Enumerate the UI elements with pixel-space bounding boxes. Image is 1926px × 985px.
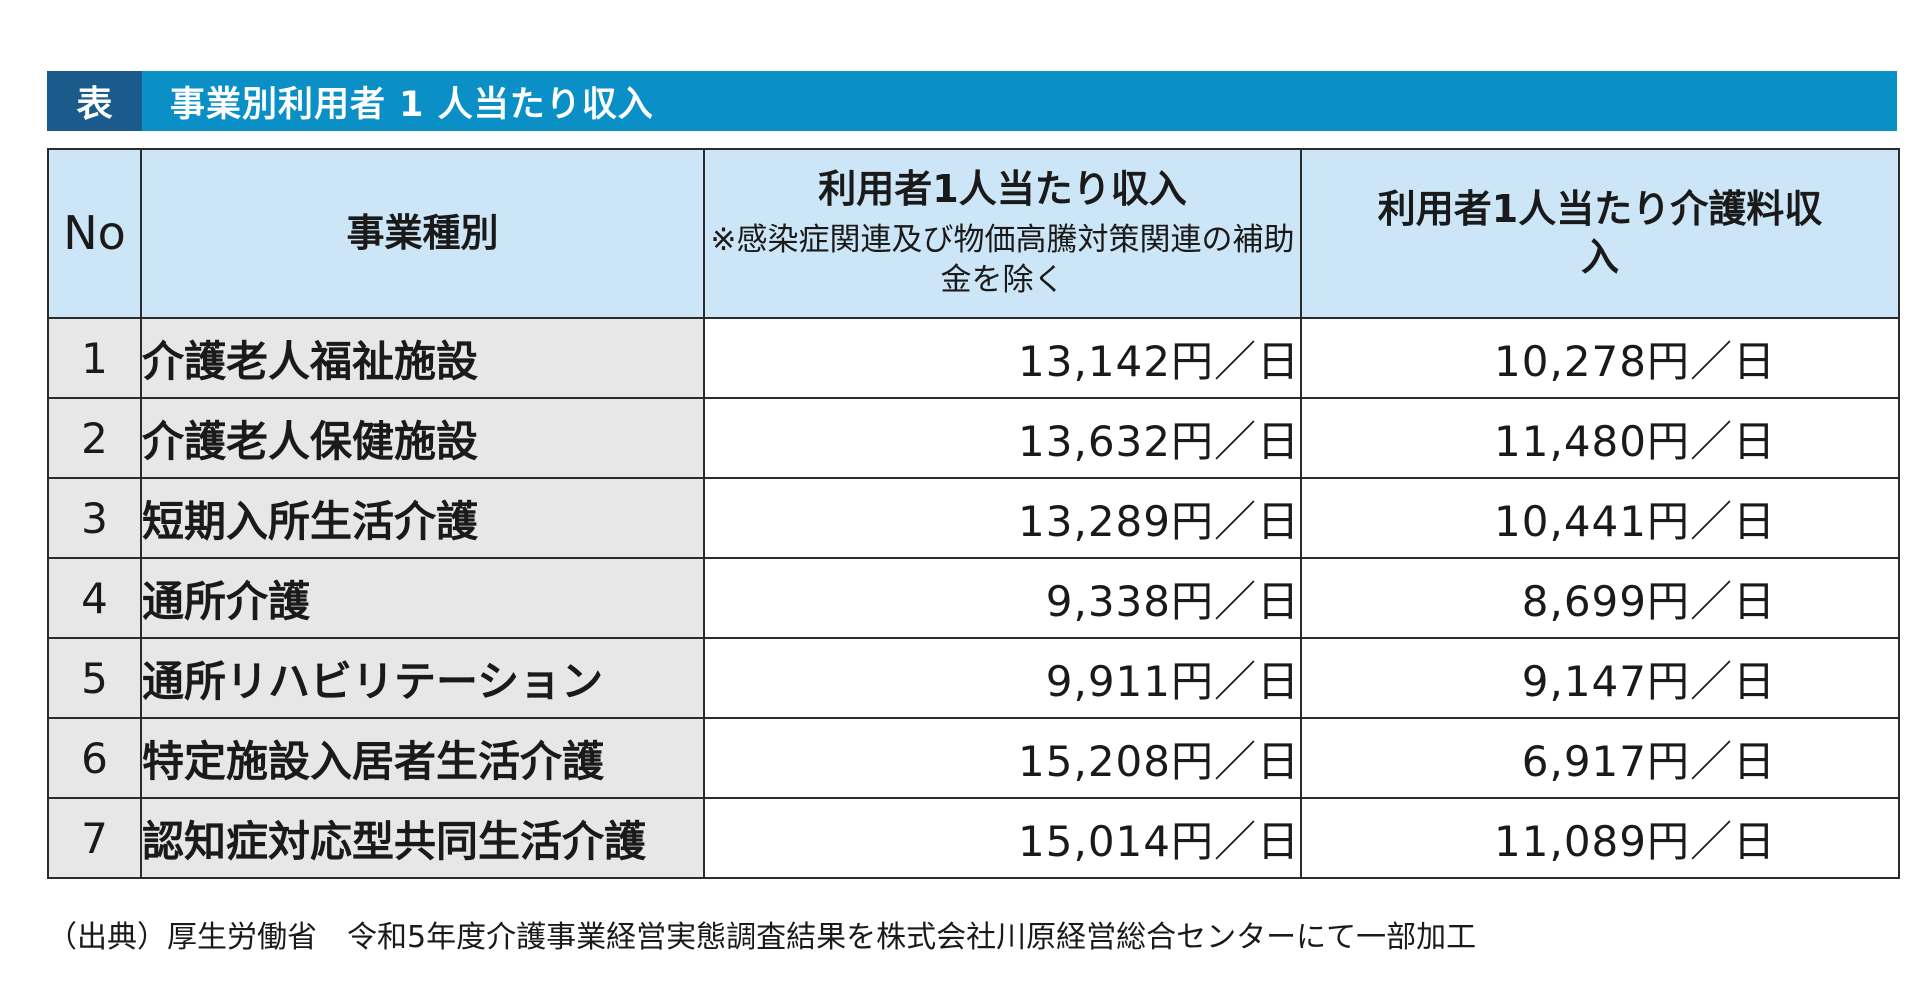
row-income: 13,142円／日 xyxy=(703,317,1302,399)
row-income: 13,289円／日 xyxy=(703,477,1302,559)
header-care-fee: 利用者1人当たり介護料収入 xyxy=(1300,148,1900,319)
row-business-type: 通所介護 xyxy=(140,557,705,639)
income-table: No 事業種別 利用者1人当たり収入 ※感染症関連及び物価高騰対策関連の補助金を… xyxy=(47,148,1900,879)
source-note: （出典）厚生労働省 令和5年度介護事業経営実態調査結果を株式会社川原経営総合セン… xyxy=(47,920,1477,955)
row-no: 7 xyxy=(47,797,142,879)
table-title: 事業別利用者 1 人当たり収入 xyxy=(170,84,654,125)
table-row: 5 通所リハビリテーション 9,911円／日 9,147円／日 xyxy=(47,637,1900,719)
row-no: 1 xyxy=(47,317,142,399)
row-no: 6 xyxy=(47,717,142,799)
row-income: 13,632円／日 xyxy=(703,397,1302,479)
row-care-fee: 6,917円／日 xyxy=(1300,717,1900,799)
row-no: 2 xyxy=(47,397,142,479)
header-business-type: 事業種別 xyxy=(140,148,705,319)
row-care-fee: 10,441円／日 xyxy=(1300,477,1900,559)
table-title-bar: 表 事業別利用者 1 人当たり収入 xyxy=(47,71,1897,131)
row-no: 4 xyxy=(47,557,142,639)
row-care-fee: 11,480円／日 xyxy=(1300,397,1900,479)
row-business-type: 認知症対応型共同生活介護 xyxy=(140,797,705,879)
header-no: No xyxy=(47,148,142,319)
row-business-type: 介護老人保健施設 xyxy=(140,397,705,479)
row-income: 15,014円／日 xyxy=(703,797,1302,879)
table-row: 7 認知症対応型共同生活介護 15,014円／日 11,089円／日 xyxy=(47,797,1900,879)
row-income: 9,911円／日 xyxy=(703,637,1302,719)
row-income: 15,208円／日 xyxy=(703,717,1302,799)
header-income-note: ※感染症関連及び物価高騰対策関連の補助金を除く xyxy=(710,221,1295,299)
header-income-label: 利用者1人当たり収入 xyxy=(818,167,1187,212)
row-no: 3 xyxy=(47,477,142,559)
row-business-type: 特定施設入居者生活介護 xyxy=(140,717,705,799)
title-tag: 表 xyxy=(47,71,142,131)
row-care-fee: 9,147円／日 xyxy=(1300,637,1900,719)
row-care-fee: 11,089円／日 xyxy=(1300,797,1900,879)
row-business-type: 短期入所生活介護 xyxy=(140,477,705,559)
table-row: 3 短期入所生活介護 13,289円／日 10,441円／日 xyxy=(47,477,1900,559)
row-business-type: 通所リハビリテーション xyxy=(140,637,705,719)
row-care-fee: 8,699円／日 xyxy=(1300,557,1900,639)
table-row: 1 介護老人福祉施設 13,142円／日 10,278円／日 xyxy=(47,317,1900,399)
row-business-type: 介護老人福祉施設 xyxy=(140,317,705,399)
table-row: 6 特定施設入居者生活介護 15,208円／日 6,917円／日 xyxy=(47,717,1900,799)
row-income: 9,338円／日 xyxy=(703,557,1302,639)
header-income: 利用者1人当たり収入 ※感染症関連及び物価高騰対策関連の補助金を除く xyxy=(703,148,1302,319)
table-row: 2 介護老人保健施設 13,632円／日 11,480円／日 xyxy=(47,397,1900,479)
table-row: 4 通所介護 9,338円／日 8,699円／日 xyxy=(47,557,1900,639)
row-care-fee: 10,278円／日 xyxy=(1300,317,1900,399)
table-header-row: No 事業種別 利用者1人当たり収入 ※感染症関連及び物価高騰対策関連の補助金を… xyxy=(47,148,1900,319)
row-no: 5 xyxy=(47,637,142,719)
